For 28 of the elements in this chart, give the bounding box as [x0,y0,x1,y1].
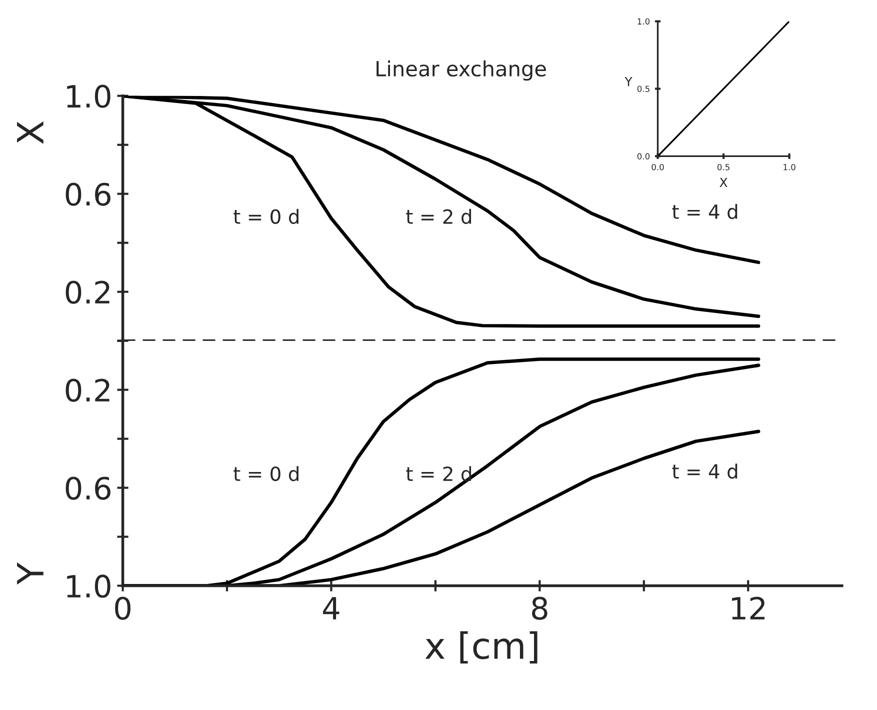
x-axis-title: X [720,178,728,187]
chart-title: Linear exchange [376,60,546,81]
y-tick-label: 0.2 [66,378,110,402]
x-tick-label: 0 [115,596,130,620]
x-axis-title: x [cm] [425,631,538,664]
annotation: t = 2 d [406,208,472,224]
annotation: t = 0 d [234,208,298,224]
y-tick-label: 0.6 [66,476,110,500]
annotation: t = 4 d [672,204,738,220]
y-axis-title: Y [624,77,632,86]
y-tick-label: 0.2 [66,280,110,304]
y-tick-label: 0.0 [637,153,650,160]
y-tick-label: 0.5 [637,86,650,92]
x-tick-label: 0.0 [652,164,664,170]
annotation: t = 2 d [406,466,472,482]
x-tick-label: 12 [732,596,764,620]
y-tick-label: 1.0 [67,84,110,108]
x-tick-label: 1.0 [784,164,796,170]
y-tick-label: 1.0 [638,18,650,25]
annotation: t = 4 d [672,464,738,479]
y-tick-label: 0.6 [66,182,110,206]
x-tick-label: 8 [532,596,548,620]
y-tick-label: 1.0 [67,574,110,598]
annotation: t = 0 d [234,466,298,482]
y-axis-title: X [17,121,44,144]
x-tick-label: 0.5 [717,164,730,170]
y-axis-title: Y [17,562,44,585]
x-tick-label: 4 [323,597,340,620]
